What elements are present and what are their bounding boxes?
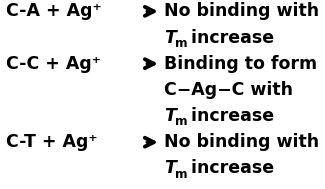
Text: T: T <box>164 107 176 125</box>
Text: C-A + Ag⁺: C-A + Ag⁺ <box>6 2 102 20</box>
Text: m: m <box>175 167 188 180</box>
Text: m: m <box>175 37 188 50</box>
Text: Binding to form: Binding to form <box>164 55 317 73</box>
Text: C−Ag−C with: C−Ag−C with <box>164 81 293 99</box>
Text: increase: increase <box>185 107 274 125</box>
Text: increase: increase <box>185 29 274 46</box>
Text: T: T <box>164 29 176 46</box>
Text: T: T <box>164 159 176 177</box>
Text: m: m <box>175 115 188 128</box>
Text: C-T + Ag⁺: C-T + Ag⁺ <box>6 133 98 151</box>
Text: increase: increase <box>185 159 274 177</box>
Text: No binding with: No binding with <box>164 133 319 151</box>
Text: No binding with: No binding with <box>164 2 319 20</box>
Text: C-C + Ag⁺: C-C + Ag⁺ <box>6 55 101 73</box>
